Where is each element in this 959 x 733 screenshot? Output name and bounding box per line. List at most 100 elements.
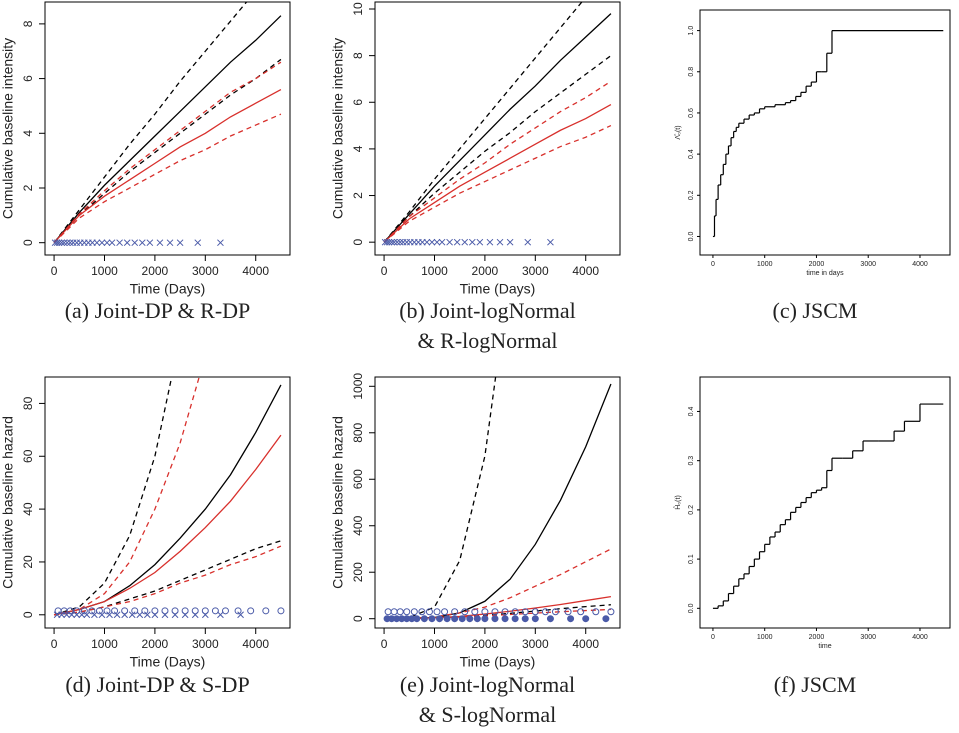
point [506,238,514,246]
point [68,611,76,619]
point [396,608,404,616]
point [476,238,484,246]
x-tick-label: 1000 [421,637,448,651]
plot-frame [374,1,621,256]
point [602,615,610,623]
line [383,80,612,243]
point [128,611,136,619]
panel: 0 1000 2000 3000 4000 0.0 0.1 0.2 0.3 0.4 time Ĥ₀(t… [673,376,951,697]
point [146,239,154,247]
line [384,377,497,620]
point [262,607,270,615]
plot-area [383,377,615,623]
plot-area [712,403,944,609]
y-tick-label: 6 [351,99,365,106]
point [91,611,98,619]
y-axis-title: Λ̂₀(t) [675,125,682,139]
line [53,113,282,244]
point [123,239,131,247]
point [141,607,149,615]
point [385,238,393,246]
y-tick-label: 400 [351,515,365,535]
point [384,608,392,616]
point [546,615,554,623]
x-axis-title: Time (Days) [130,654,206,670]
point [58,239,65,247]
point [511,615,519,623]
point [420,615,428,623]
point [481,615,489,623]
y-tick-label: 10 [351,2,365,16]
point [103,239,111,247]
point [247,607,255,615]
y-tick-label: 800 [351,422,365,442]
point [151,607,159,615]
point [461,608,469,616]
plot-area [712,29,944,238]
plot-area [51,2,282,247]
caption: & S-logNormal [419,702,557,727]
x-tick-label: 3000 [192,637,219,651]
line [53,61,282,244]
x-axis-title: time [818,643,831,650]
line [384,383,612,620]
point [108,239,116,247]
point [423,238,431,246]
point [111,607,119,615]
x-tick-label: 0 [711,261,715,268]
caption: & R-logNormal [418,328,558,353]
x-tick-label: 3000 [192,264,219,278]
line [383,104,612,243]
point [388,238,395,246]
point [466,615,474,623]
y-axis-title: Cumulative baseline intensity [330,38,346,219]
x-tick-label: 0 [51,264,58,278]
x-tick-label: 3000 [860,634,876,641]
line [383,55,612,243]
line [53,15,282,244]
x-axis-title: Time (Days) [460,654,536,670]
point [551,608,559,616]
point [58,611,65,619]
caption: (b) Joint-logNormal [399,298,576,323]
point [481,608,489,616]
point [55,239,63,247]
point [471,608,479,616]
point [121,607,129,615]
point [63,611,71,619]
plot-area [53,377,285,619]
y-tick-label: 2 [351,192,365,199]
x-tick-label: 4000 [242,637,269,651]
point [106,611,113,619]
x-tick-label: 0 [381,637,388,651]
y-axis-title: Cumulative baseline intensity [0,38,16,219]
point [103,607,111,615]
y-tick-label: 600 [351,469,365,489]
point [73,607,81,615]
x-tick-label: 3000 [522,637,549,651]
point [521,615,529,623]
x-tick-label: 1000 [91,264,118,278]
x-tick-label: 1000 [91,637,118,651]
point [511,608,519,616]
point [66,607,74,615]
caption: (f) JSCM [774,672,857,697]
y-tick-label: 0.2 [688,505,695,515]
point [98,611,106,619]
x-tick-label: 1000 [421,264,448,278]
caption: (d) Joint-DP & S-DP [65,672,249,697]
point [496,238,504,246]
point [93,239,101,247]
y-tick-label: 40 [21,502,35,516]
point [491,608,499,616]
point [131,607,139,615]
point [201,607,209,615]
x-tick-label: 2000 [142,637,169,651]
y-tick-label: 0.4 [688,406,695,416]
y-tick-label: 4 [21,130,35,137]
point [390,238,398,246]
x-tick-label: 0 [51,637,58,651]
point [521,608,529,616]
point [161,607,169,615]
point [181,607,189,615]
